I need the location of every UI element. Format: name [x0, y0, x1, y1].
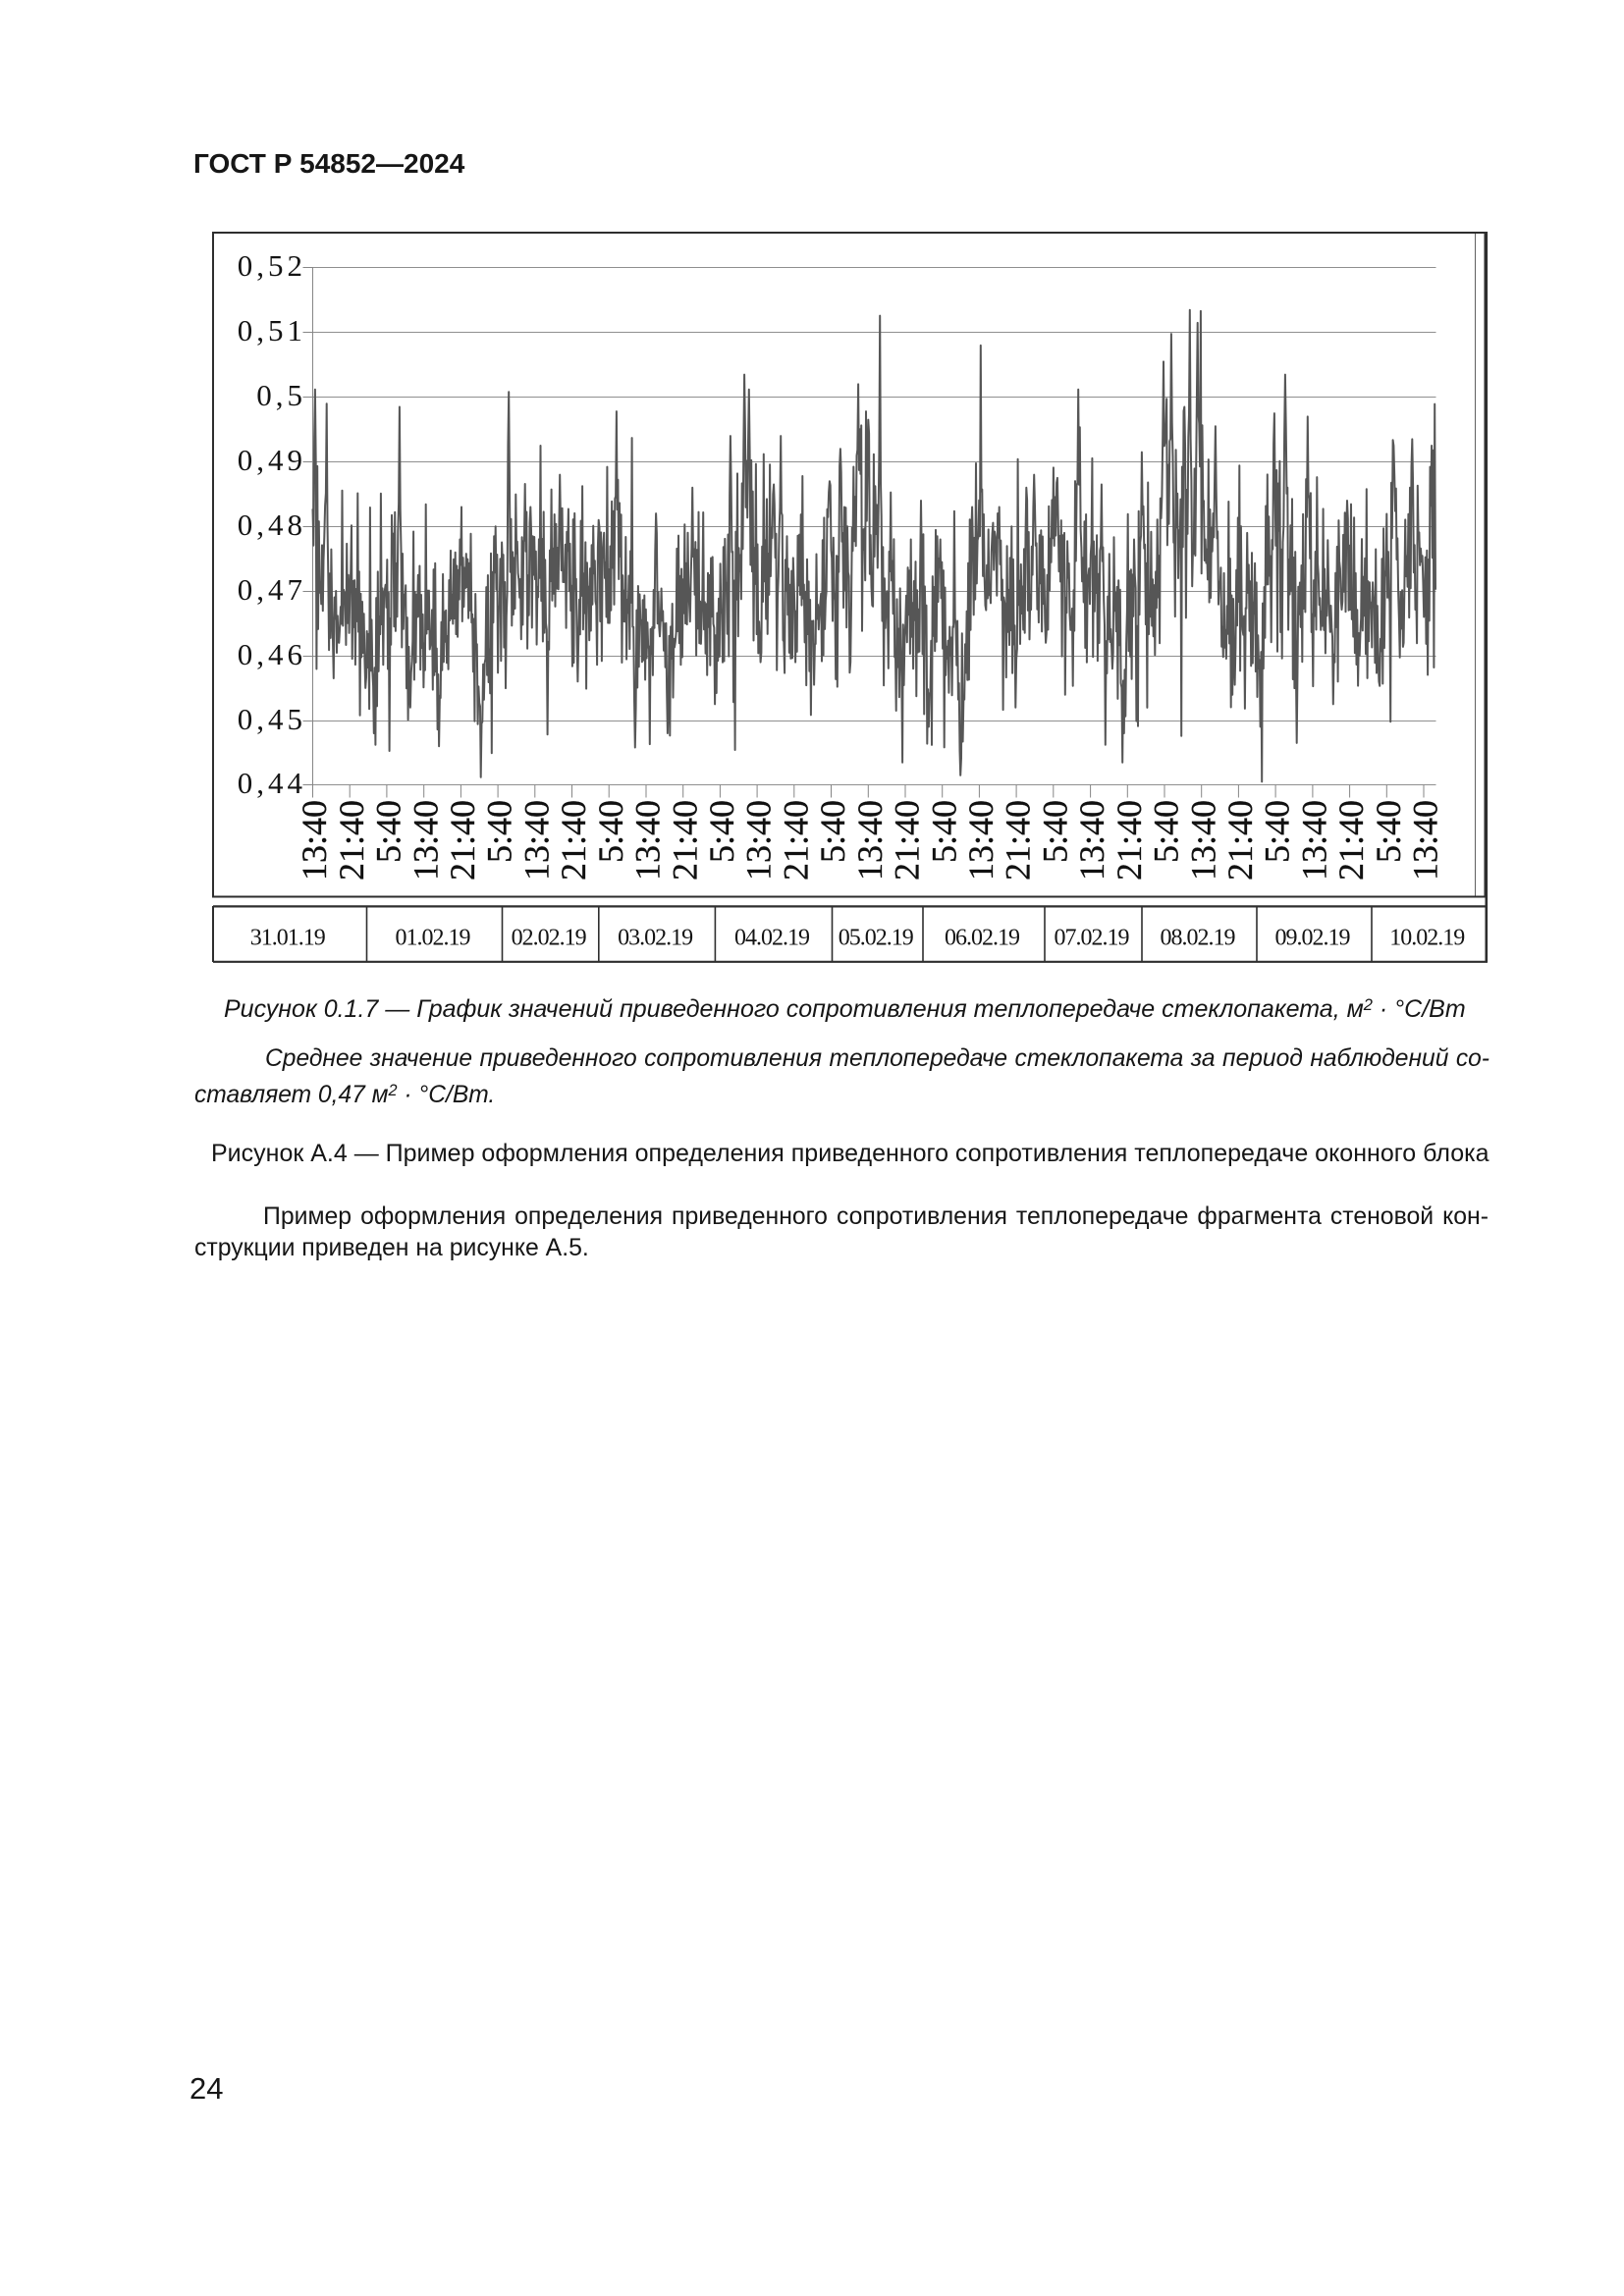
svg-text:5:40: 5:40: [369, 800, 408, 863]
svg-text:5:40: 5:40: [591, 800, 630, 863]
svg-text:06.02.19: 06.02.19: [945, 926, 1020, 951]
svg-text:05.02.19: 05.02.19: [839, 926, 914, 951]
svg-text:13:40: 13:40: [850, 800, 890, 881]
svg-text:0,48: 0,48: [238, 507, 306, 542]
svg-text:04.02.19: 04.02.19: [734, 926, 810, 951]
svg-text:13:40: 13:40: [1183, 800, 1222, 881]
svg-text:0,44: 0,44: [238, 766, 306, 800]
svg-text:21:40: 21:40: [1331, 800, 1371, 881]
svg-text:21:40: 21:40: [665, 800, 704, 881]
svg-text:02.02.19: 02.02.19: [512, 926, 587, 951]
svg-text:21:40: 21:40: [1110, 800, 1149, 881]
svg-text:5:40: 5:40: [480, 800, 519, 863]
svg-text:5:40: 5:40: [702, 800, 741, 863]
svg-text:5:40: 5:40: [1258, 800, 1297, 863]
svg-text:13:40: 13:40: [406, 800, 445, 881]
svg-text:21:40: 21:40: [888, 800, 927, 881]
svg-text:09.02.19: 09.02.19: [1275, 926, 1351, 951]
svg-text:01.02.19: 01.02.19: [396, 926, 471, 951]
svg-text:5:40: 5:40: [1369, 800, 1408, 863]
svg-text:0,45: 0,45: [238, 702, 306, 736]
svg-text:31.01.19: 31.01.19: [250, 926, 326, 951]
svg-text:21:40: 21:40: [332, 800, 371, 881]
svg-text:5:40: 5:40: [1147, 800, 1186, 863]
svg-text:08.02.19: 08.02.19: [1161, 926, 1236, 951]
svg-text:21:40: 21:40: [776, 800, 815, 881]
svg-text:21:40: 21:40: [999, 800, 1038, 881]
svg-text:07.02.19: 07.02.19: [1055, 926, 1130, 951]
svg-text:0,46: 0,46: [238, 637, 306, 671]
svg-text:0,51: 0,51: [238, 313, 306, 347]
svg-text:0,47: 0,47: [238, 572, 306, 607]
svg-text:13:40: 13:40: [1406, 800, 1445, 881]
svg-text:13:40: 13:40: [516, 800, 556, 881]
svg-text:21:40: 21:40: [554, 800, 593, 881]
svg-text:21:40: 21:40: [1220, 800, 1260, 881]
svg-text:03.02.19: 03.02.19: [618, 926, 693, 951]
svg-text:21:40: 21:40: [443, 800, 482, 881]
svg-text:0,52: 0,52: [238, 248, 306, 283]
svg-text:5:40: 5:40: [813, 800, 852, 863]
svg-text:13:40: 13:40: [739, 800, 779, 881]
svg-text:5:40: 5:40: [1035, 800, 1074, 863]
svg-text:13:40: 13:40: [1072, 800, 1111, 881]
svg-text:10.02.19: 10.02.19: [1389, 926, 1465, 951]
svg-text:5:40: 5:40: [924, 800, 963, 863]
svg-text:13:40: 13:40: [295, 800, 334, 881]
svg-text:13:40: 13:40: [628, 800, 668, 881]
svg-text:0,5: 0,5: [256, 378, 306, 412]
svg-text:13:40: 13:40: [1295, 800, 1334, 881]
svg-text:0,49: 0,49: [238, 443, 306, 477]
svg-text:13:40: 13:40: [961, 800, 1001, 881]
